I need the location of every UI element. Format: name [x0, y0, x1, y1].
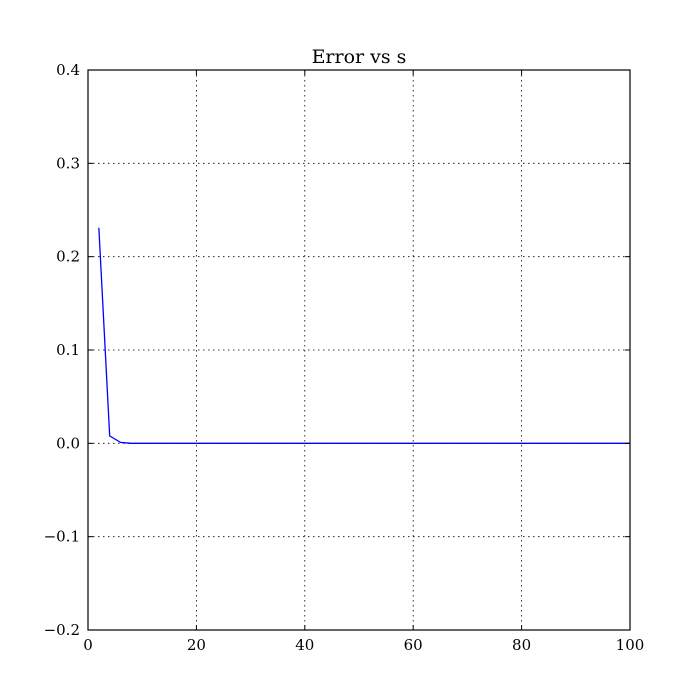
x-tick-labels: 0 20 40 60 80 100 — [83, 636, 644, 654]
y-tick-label: 0.3 — [56, 154, 80, 172]
y-tick-label: 0.1 — [56, 341, 80, 359]
y-tick-labels: −0.2 −0.1 0.0 0.1 0.2 0.3 0.4 — [44, 61, 80, 639]
series-line-0 — [98, 227, 630, 444]
x-tick-label: 0 — [83, 636, 93, 654]
x-tick-label: 40 — [295, 636, 314, 654]
x-tick-label: 20 — [187, 636, 206, 654]
x-tick-label: 60 — [404, 636, 423, 654]
y-tick-label: 0.0 — [56, 434, 80, 452]
y-tick-label: −0.1 — [44, 528, 80, 546]
y-tick-label: 0.4 — [56, 61, 80, 79]
x-tick-label: 80 — [512, 636, 531, 654]
y-tick-label: 0.2 — [56, 248, 80, 266]
x-tick-label: 100 — [616, 636, 645, 654]
chart-title: Error vs s — [312, 46, 407, 68]
y-tick-label: −0.2 — [44, 621, 80, 639]
series-layer — [98, 227, 630, 444]
ticks — [87, 69, 631, 631]
